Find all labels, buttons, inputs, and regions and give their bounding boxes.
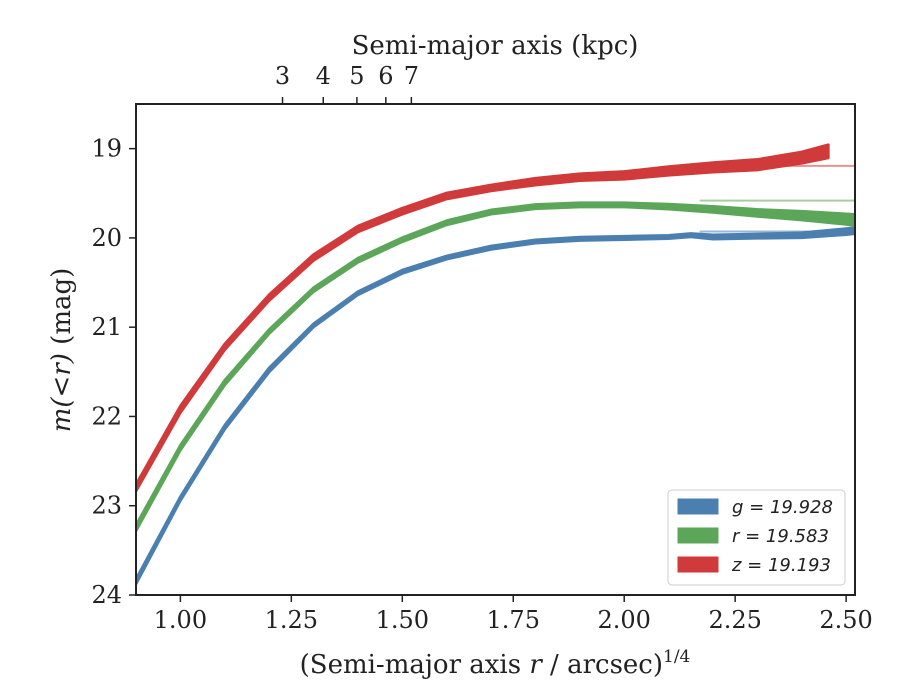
legend: g = 19.928 r = 19.583 z = 19.193 — [667, 489, 846, 586]
x-tick-label: 2.25 — [708, 606, 761, 634]
y-tick-label: 20 — [91, 224, 122, 252]
top-x-tick-label: 4 — [316, 62, 331, 90]
series-z — [136, 143, 855, 493]
y-tick-label: 23 — [91, 492, 122, 520]
curve-band-g — [136, 226, 855, 586]
top-x-axis-title: Semi-major axis (kpc) — [352, 31, 639, 61]
legend-swatch-r — [677, 527, 719, 544]
legend-swatch-z — [677, 556, 719, 573]
legend-swatch-g — [677, 498, 719, 515]
axis-ticks: 1.00 1.25 1.50 1.75 2.00 2.25 2.50 19 20 21 22 23 24… — [91, 62, 872, 634]
x-tick-label: 2.00 — [597, 606, 650, 634]
plot-area-frame — [135, 103, 856, 596]
curve-band-r — [136, 201, 855, 533]
x-tick-label: 1.50 — [376, 606, 429, 634]
legend-label-g: g = 19.928 — [732, 497, 833, 518]
y-tick-label: 24 — [91, 581, 122, 609]
legend-label-r: r = 19.583 — [732, 526, 829, 547]
top-x-tick-label: 3 — [275, 62, 290, 90]
y-tick-label: 22 — [91, 402, 122, 430]
top-x-tick-label: 5 — [349, 62, 364, 90]
y-tick-label: 21 — [91, 313, 122, 341]
series-g — [136, 226, 855, 586]
x-tick-label: 1.75 — [487, 606, 540, 634]
x-tick-label: 2.50 — [819, 606, 872, 634]
x-tick-label: 1.00 — [154, 606, 207, 634]
y-tick-label: 19 — [91, 135, 122, 163]
y-axis-title: m(<r) (mag) — [47, 268, 77, 433]
curve-band-z — [136, 143, 830, 493]
series-r — [136, 199, 855, 533]
x-axis-title: (Semi-major axis r / arcsec)1/4 — [300, 647, 691, 680]
plot-series — [136, 143, 855, 586]
legend-label-z: z = 19.193 — [731, 555, 831, 576]
x-tick-label: 1.25 — [265, 606, 318, 634]
x-axis-exponent: 1/4 — [663, 647, 690, 667]
top-x-tick-label: 6 — [378, 62, 393, 90]
top-x-tick-label: 7 — [404, 62, 419, 90]
